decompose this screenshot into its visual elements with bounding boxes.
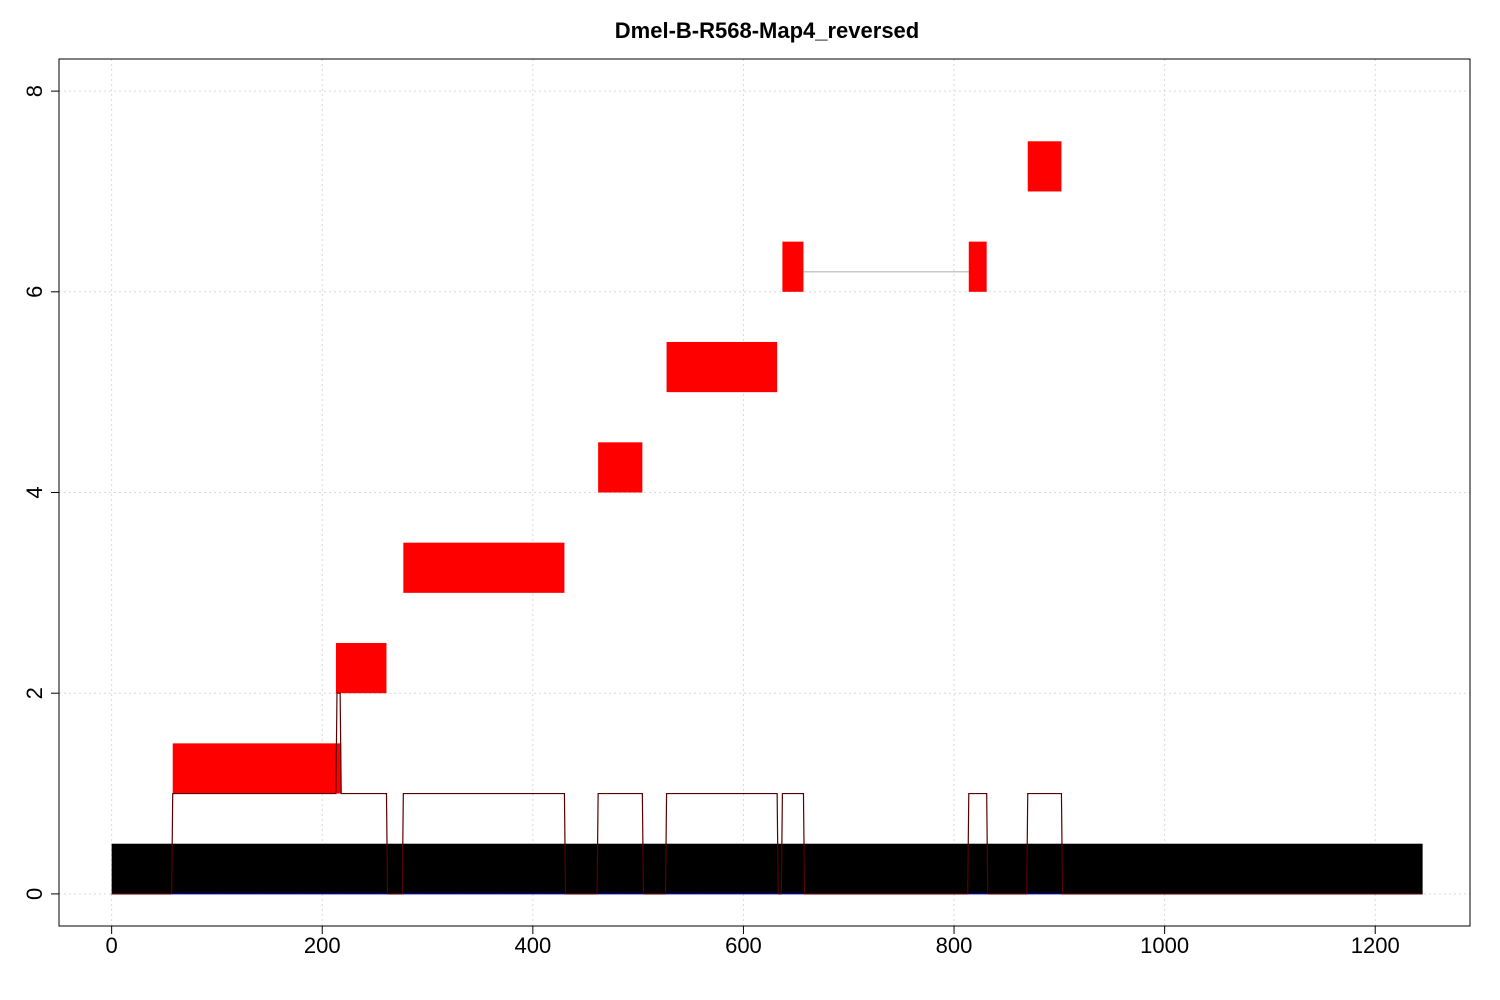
y-tick-label: 0: [22, 888, 47, 900]
coverage-line: [111, 692, 1423, 895]
segment-bar: [666, 341, 778, 393]
plot-frame: [58, 58, 1471, 927]
segment-bar: [968, 241, 987, 292]
chart-title: Dmel-B-R568-Map4_reversed: [615, 18, 919, 43]
segment-bar: [1027, 141, 1062, 192]
segment-bar: [782, 241, 804, 292]
y-tick-label: 4: [22, 486, 47, 498]
x-tick-label: 1000: [1140, 933, 1189, 958]
plot-area: [111, 141, 1423, 895]
x-tick-label: 800: [936, 933, 973, 958]
segment-bar: [598, 442, 643, 493]
reference-bar: [111, 843, 1423, 894]
x-tick-label: 400: [514, 933, 551, 958]
y-tick-label: 8: [22, 85, 47, 97]
axes: 0 200 400 600 800 1000 1200 0 2 4 6 8: [22, 85, 1400, 958]
x-tick-label: 600: [725, 933, 762, 958]
grid: [59, 59, 1470, 926]
segment-bar: [403, 542, 565, 593]
segment-bar: [335, 643, 387, 694]
segment-bar: [172, 743, 342, 794]
x-tick-label: 200: [304, 933, 341, 958]
x-tick-label: 0: [106, 933, 118, 958]
y-tick-label: 6: [22, 286, 47, 298]
y-tick-label: 2: [22, 687, 47, 699]
x-tick-label: 1200: [1351, 933, 1400, 958]
